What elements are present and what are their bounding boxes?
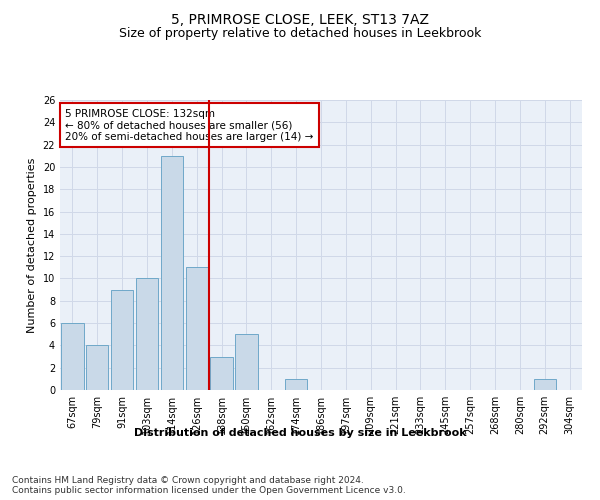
Text: Size of property relative to detached houses in Leekbrook: Size of property relative to detached ho…	[119, 28, 481, 40]
Bar	[533, 379, 556, 390]
Bar	[161, 156, 183, 390]
Text: 5 PRIMROSE CLOSE: 132sqm
← 80% of detached houses are smaller (56)
20% of semi-d: 5 PRIMROSE CLOSE: 132sqm ← 80% of detach…	[65, 108, 314, 142]
Bar	[111, 290, 133, 390]
Bar	[285, 379, 307, 390]
Y-axis label: Number of detached properties: Number of detached properties	[27, 158, 37, 332]
Bar	[185, 268, 208, 390]
Bar	[235, 334, 257, 390]
Bar	[136, 278, 158, 390]
Bar	[61, 323, 83, 390]
Text: Contains HM Land Registry data © Crown copyright and database right 2024.
Contai: Contains HM Land Registry data © Crown c…	[12, 476, 406, 495]
Text: 5, PRIMROSE CLOSE, LEEK, ST13 7AZ: 5, PRIMROSE CLOSE, LEEK, ST13 7AZ	[171, 12, 429, 26]
Bar	[86, 346, 109, 390]
Text: Distribution of detached houses by size in Leekbrook: Distribution of detached houses by size …	[134, 428, 466, 438]
Bar	[211, 356, 233, 390]
